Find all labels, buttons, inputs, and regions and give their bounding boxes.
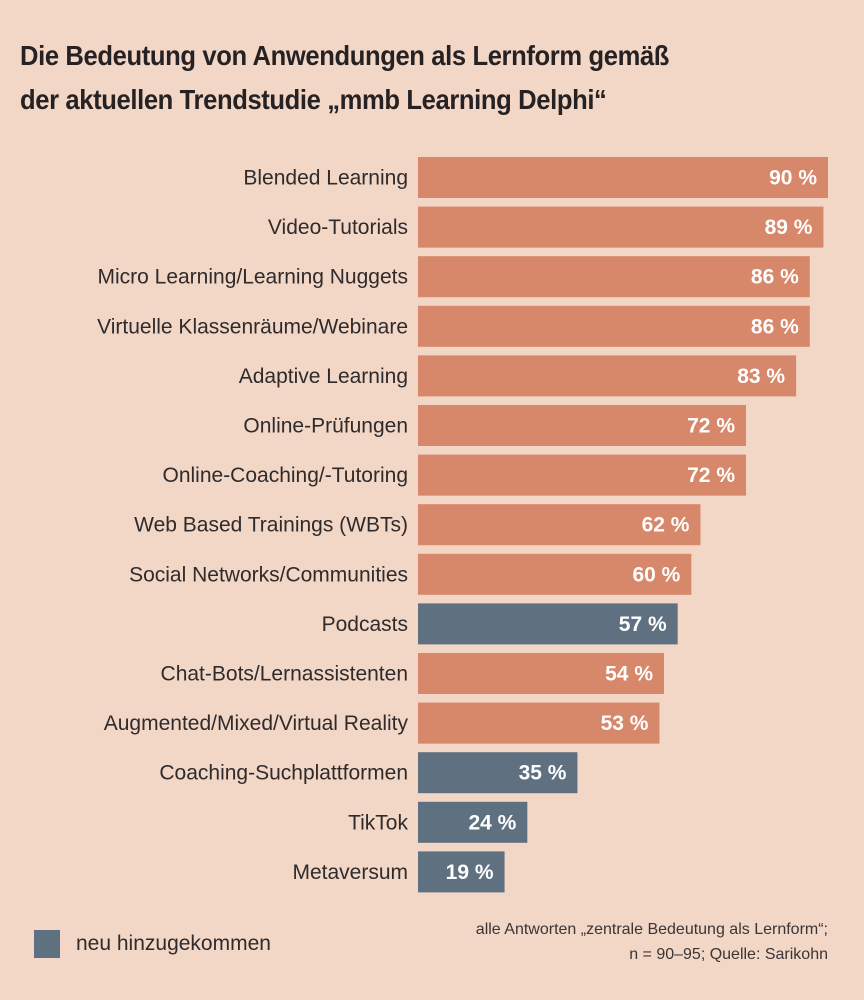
category-label: Virtuelle Klassenräume/Webinare xyxy=(97,315,408,338)
chart-title: Die Bedeutung von Anwendungen als Lernfo… xyxy=(20,34,792,122)
category-label: Chat-Bots/Lernassistenten xyxy=(161,663,408,686)
bar xyxy=(418,851,505,893)
value-label: 35 % xyxy=(519,762,567,785)
category-label: Blended Learning xyxy=(243,167,408,190)
value-label: 60 % xyxy=(632,563,680,586)
category-label: Web Based Trainings (WBTs) xyxy=(134,514,408,537)
category-label: Augmented/Mixed/Virtual Reality xyxy=(104,712,409,735)
bar xyxy=(418,305,810,347)
bar-group: Web Based Trainings (WBTs) 62 % xyxy=(134,504,701,546)
source-line-2: n = 90–95; Quelle: Sarikohn xyxy=(629,946,828,963)
bar-group: Blended Learning 90 % xyxy=(243,157,828,198)
bar xyxy=(418,405,746,446)
category-label: Metaversum xyxy=(292,861,408,884)
value-label: 83 % xyxy=(737,365,785,388)
bar-group: Podcasts 57 % xyxy=(322,603,678,645)
value-label: 24 % xyxy=(468,811,516,834)
value-label: 90 % xyxy=(769,167,817,190)
bar xyxy=(418,206,824,248)
bar xyxy=(418,752,578,794)
category-label: Adaptive Learning xyxy=(239,365,408,388)
value-label: 72 % xyxy=(687,415,735,438)
value-label: 19 % xyxy=(446,861,494,884)
bar xyxy=(418,504,701,546)
bar xyxy=(418,553,692,595)
category-label: Micro Learning/Learning Nuggets xyxy=(97,266,408,289)
source-line-1: alle Antworten „zentrale Bedeutung als L… xyxy=(475,921,828,938)
bar xyxy=(418,256,810,298)
value-label: 86 % xyxy=(751,315,799,338)
bar-group: Micro Learning/Learning Nuggets 86 % xyxy=(97,256,810,298)
bar xyxy=(418,702,660,744)
chart-title-line-1: Die Bedeutung von Anwendungen als Lernfo… xyxy=(20,40,670,71)
bar-group: Social Networks/Communities 60 % xyxy=(129,553,692,595)
chart-title-line-2: der aktuellen Trendstudie „mmb Learning … xyxy=(20,84,607,115)
bar-group: Augmented/Mixed/Virtual Reality 53 % xyxy=(104,702,660,744)
bar-group: Online-Prüfungen 72 % xyxy=(243,405,746,446)
category-label: Video-Tutorials xyxy=(268,216,408,239)
bar xyxy=(418,157,828,198)
value-label: 53 % xyxy=(601,712,649,735)
bar-group: Online-Coaching/-Tutoring 72 % xyxy=(162,454,746,496)
value-label: 62 % xyxy=(642,514,690,537)
bar xyxy=(418,355,797,397)
category-label: Online-Coaching/-Tutoring xyxy=(162,464,408,487)
bar-group: Adaptive Learning 83 % xyxy=(239,355,797,397)
category-label: Podcasts xyxy=(322,613,408,636)
bar xyxy=(418,603,678,645)
legend-swatch-new xyxy=(34,930,60,958)
source-note: alle Antworten „zentrale Bedeutung als L… xyxy=(476,917,828,967)
value-label: 86 % xyxy=(751,266,799,289)
category-label: Online-Prüfungen xyxy=(243,415,408,438)
category-label: Social Networks/Communities xyxy=(129,563,408,586)
bar-group: Video-Tutorials 89 % xyxy=(268,206,824,248)
bar xyxy=(418,454,746,496)
legend: neu hinzugekommen xyxy=(34,930,271,958)
bar-group: Virtuelle Klassenräume/Webinare 86 % xyxy=(97,305,810,347)
value-label: 57 % xyxy=(619,613,667,636)
category-label: Coaching-Suchplattformen xyxy=(159,762,408,785)
bar-group: TikTok 24 % xyxy=(348,801,528,843)
bar-group: Metaversum 19 % xyxy=(292,851,505,893)
category-label: TikTok xyxy=(348,811,408,834)
bar-group: Chat-Bots/Lernassistenten 54 % xyxy=(161,653,664,694)
bar xyxy=(418,801,528,843)
value-label: 89 % xyxy=(765,216,813,239)
bar-group: Coaching-Suchplattformen 35 % xyxy=(159,752,578,794)
value-label: 72 % xyxy=(687,464,735,487)
value-label: 54 % xyxy=(605,663,653,686)
bar xyxy=(418,653,664,694)
legend-label: neu hinzugekommen xyxy=(76,932,271,955)
